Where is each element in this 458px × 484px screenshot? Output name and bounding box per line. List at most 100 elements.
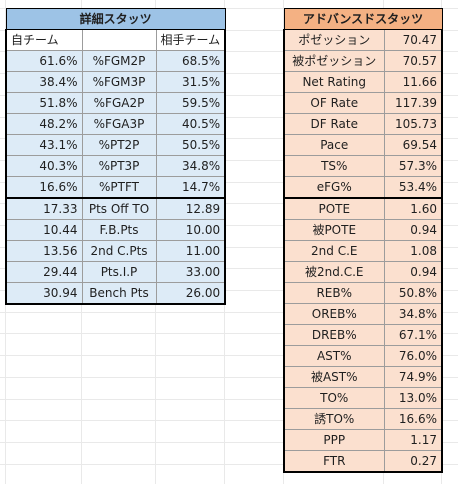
own-team-value: 10.44 [5,219,83,241]
detail-stats-row: 38.4% %FGM3P 31.5% [5,71,227,93]
detail-stats-row: 29.44 Pts.I.P 33.00 [5,261,227,283]
advanced-stat-name: OF Rate [283,92,385,114]
stat-name: %FGA2P [81,92,157,114]
gridline [0,268,458,269]
advanced-stat-value: 50.8% [383,282,443,304]
gridline [0,73,458,74]
gridline [0,182,458,183]
detail-stats-row: 10.44 F.B.Pts 10.00 [5,219,227,241]
gridline [0,225,458,226]
gridline [0,160,458,161]
gridline [0,30,458,31]
stat-name: Pts.I.P [81,261,157,283]
advanced-stat-value: 53.4% [383,176,443,199]
advanced-stats-row: PPP 1.17 [283,429,443,451]
stat-name: %FGA3P [81,113,157,135]
opponent-team-value: 10.00 [155,219,227,241]
advanced-stats-row: OREB% 34.8% [283,303,443,325]
advanced-stat-value: 13.0% [383,387,443,409]
stat-name: %PT3P [81,155,157,177]
advanced-stat-name: 被2nd.C.E [283,261,385,283]
advanced-stat-value: 0.94 [383,219,443,241]
stat-name: Bench Pts [81,282,157,305]
stat-name: %PTFT [81,176,157,199]
gridline [0,8,458,9]
advanced-stat-value: 117.39 [383,92,443,114]
advanced-stat-value: 1.60 [383,197,443,220]
advanced-stat-name: 被POTE [283,219,385,241]
advanced-stat-value: 0.94 [383,261,443,283]
opponent-team-header: 相手チーム [155,29,227,51]
advanced-stat-value: 69.54 [383,134,443,156]
advanced-stat-value: 70.57 [383,50,443,72]
stat-name: %FGM2P [81,50,157,72]
advanced-stat-value: 67.1% [383,324,443,346]
advanced-stats-row: Net Rating 11.66 [283,71,443,93]
gridline [0,464,458,465]
detail-stats-row: 43.1% %PT2P 50.5% [5,134,227,156]
own-team-value: 51.8% [5,92,83,114]
advanced-stat-value: 76.0% [383,345,443,367]
advanced-stat-name: PPP [283,429,385,451]
advanced-stats-row: ポゼッション 70.47 [283,29,443,51]
gridline [0,333,458,334]
advanced-stat-name: ポゼッション [283,29,385,51]
advanced-stat-value: 34.8% [383,303,443,325]
advanced-stat-name: OREB% [283,303,385,325]
advanced-stats-table: アドバンスドスタッツ ポゼッション 70.47 被ポゼッション 70.57 Net Ra… [283,8,443,473]
advanced-stats-row: Pace 69.54 [283,134,443,156]
advanced-stat-name: 被ポゼッション [283,50,385,72]
advanced-stat-name: AST% [283,345,385,367]
opponent-team-value: 14.7% [155,176,227,199]
advanced-stat-name: 2nd C.E [283,240,385,262]
advanced-stats-row: eFG% 53.4% [283,176,443,199]
gridline [0,442,458,443]
gridline [0,247,458,248]
advanced-stats-row: 2nd C.E 1.08 [283,240,443,262]
own-team-value: 61.6% [5,50,83,72]
detail-stats-row: 17.33 Pts Off TO 12.89 [5,197,227,220]
gridline [0,138,458,139]
stat-name: F.B.Pts [81,219,157,241]
advanced-stats-row: OF Rate 117.39 [283,92,443,114]
advanced-stat-value: 11.66 [383,71,443,93]
own-team-value: 17.33 [5,197,83,220]
opponent-team-value: 31.5% [155,71,227,93]
gridline [0,377,458,378]
gridline [0,312,458,313]
advanced-stats-row: DREB% 67.1% [283,324,443,346]
opponent-team-value: 33.00 [155,261,227,283]
advanced-stat-name: DF Rate [283,113,385,135]
opponent-team-value: 50.5% [155,134,227,156]
gridline [0,117,458,118]
advanced-stat-name: TS% [283,155,385,177]
detail-stats-row: 48.2% %FGA3P 40.5% [5,113,227,135]
advanced-stats-row: 被ポゼッション 70.57 [283,50,443,72]
advanced-stats-row: 被POTE 0.94 [283,219,443,241]
advanced-stats-row: TO% 13.0% [283,387,443,409]
advanced-stat-name: POTE [283,197,385,220]
stat-name: Pts Off TO [81,197,157,220]
advanced-stat-name: Pace [283,134,385,156]
opponent-team-value: 34.8% [155,155,227,177]
detail-stats-row: 16.6% %PTFT 14.7% [5,176,227,199]
own-team-value: 48.2% [5,113,83,135]
stat-name-header [81,29,157,51]
opponent-team-value: 68.5% [155,50,227,72]
advanced-stat-value: 57.3% [383,155,443,177]
detail-stats-row: 40.3% %PT3P 34.8% [5,155,227,177]
own-team-value: 43.1% [5,134,83,156]
advanced-stat-name: FTR [283,450,385,473]
opponent-team-value: 26.00 [155,282,227,305]
detail-stats-header-row: 自チーム 相手チーム [5,29,227,51]
advanced-stats-row: DF Rate 105.73 [283,113,443,135]
advanced-stat-name: REB% [283,282,385,304]
advanced-stat-value: 1.17 [383,429,443,451]
advanced-stats-row: AST% 76.0% [283,345,443,367]
detail-stats-row: 61.6% %FGM2P 68.5% [5,50,227,72]
detail-stats-title-row: 詳細スタッツ [5,8,226,30]
gridline [0,51,458,52]
own-team-value: 30.94 [5,282,83,305]
opponent-team-value: 11.00 [155,240,227,262]
advanced-stats-row: TS% 57.3% [283,155,443,177]
